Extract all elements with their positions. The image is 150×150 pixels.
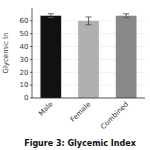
bar	[78, 21, 99, 98]
y-tick-label: 60	[20, 17, 29, 25]
x-axis-line	[32, 98, 145, 99]
bar	[116, 16, 137, 98]
error-stem	[88, 17, 89, 25]
error-cap	[48, 17, 54, 18]
error-stem	[50, 14, 51, 18]
y-axis-line	[32, 8, 33, 98]
error-cap	[86, 17, 92, 18]
y-axis-label: Glycemic In	[2, 32, 10, 73]
y-tick-label: 40	[20, 43, 29, 51]
error-cap	[48, 13, 54, 14]
y-tick-label: 20	[20, 69, 29, 77]
grid-line	[32, 98, 145, 99]
error-bar	[48, 14, 54, 18]
x-tick-label: Female	[69, 100, 93, 124]
bar	[40, 16, 61, 98]
x-tick-label: Male	[37, 100, 54, 117]
caption: Figure 3: Glycemic Index	[24, 139, 136, 148]
x-tick-label: Combined	[99, 100, 130, 131]
y-tick-label: 30	[20, 56, 29, 64]
y-tick-label: 10	[20, 81, 29, 89]
error-bar	[86, 17, 92, 25]
x-axis: Male FemaleCombined	[37, 100, 130, 131]
error-cap	[123, 13, 129, 14]
chart-container: 0 10 20 30 40 50 60 Male FemaleCombined Glycemic …	[0, 0, 150, 150]
y-tick-label: 0	[24, 94, 28, 102]
error-cap	[86, 24, 92, 25]
y-tick-label: 50	[20, 30, 29, 38]
chart: 0 10 20 30 40 50 60 Male FemaleCombined Glycemic …	[0, 0, 150, 150]
plot-area	[40, 14, 136, 98]
error-stem	[126, 14, 127, 18]
error-bar	[123, 14, 129, 18]
error-cap	[123, 17, 129, 18]
